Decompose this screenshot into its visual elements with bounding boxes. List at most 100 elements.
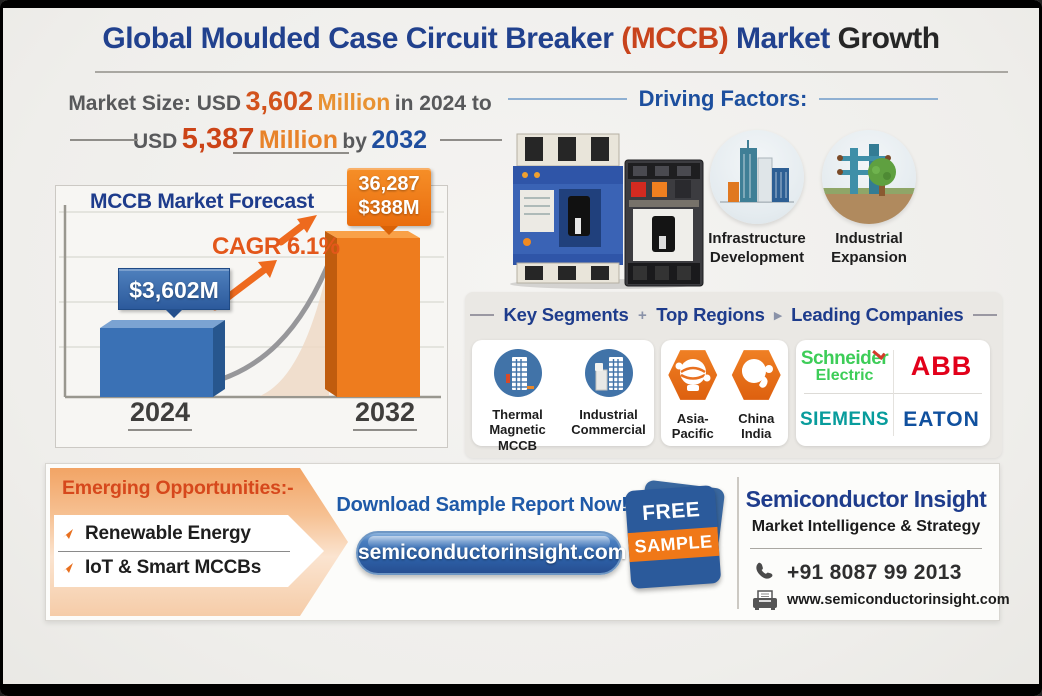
website-icon bbox=[753, 590, 777, 610]
arrow-bullet-icon bbox=[62, 563, 73, 573]
industrial-expansion-icon bbox=[822, 130, 916, 224]
decorative-line bbox=[819, 98, 939, 100]
x-label-2024: 2024 bbox=[129, 397, 191, 427]
segments-band-headers: Key Segments + Top Regions ▸ Leading Com… bbox=[470, 304, 997, 326]
market-size-unit-1: Million bbox=[317, 89, 391, 115]
region-china-india: China India bbox=[725, 348, 789, 442]
phone-icon bbox=[756, 562, 773, 579]
region-label: China India bbox=[738, 411, 775, 442]
title-growth: Growth bbox=[837, 22, 941, 55]
decorative-line bbox=[508, 98, 627, 100]
frame-border bbox=[0, 0, 3, 696]
chart-title: MCCB Market Forecast bbox=[90, 190, 314, 213]
decorative-dash bbox=[470, 314, 494, 316]
building-icon bbox=[493, 349, 542, 397]
infrastructure-label: Infrastructure Development bbox=[708, 230, 806, 266]
publisher-name: Semiconductor Insight bbox=[745, 486, 987, 512]
phone-row: +91 8087 99 2013 bbox=[752, 560, 962, 586]
frame-border bbox=[0, 684, 1042, 696]
title-market: Market bbox=[736, 22, 830, 55]
region-label: Asia- Pacific bbox=[671, 411, 714, 442]
globe-icon bbox=[731, 350, 781, 400]
region-asia-pacific: Asia- Pacific bbox=[661, 348, 725, 442]
logo-eaton: EATON bbox=[903, 407, 980, 431]
badge-sample-text: SAMPLE bbox=[627, 526, 720, 563]
callout-2032-line2: $388M bbox=[358, 196, 420, 219]
arrow-bullet-icon bbox=[62, 529, 73, 539]
driving-factors-title: Driving Factors: bbox=[638, 86, 808, 111]
logo-abb: ABB bbox=[910, 351, 973, 381]
callout-2024: $3,602M bbox=[118, 268, 230, 318]
market-size-2032-value: 5,387 bbox=[181, 122, 255, 155]
infrastructure-icon bbox=[710, 130, 804, 224]
header-top-regions: Top Regions bbox=[656, 304, 765, 325]
segment-label: Industrial Commercial bbox=[571, 407, 646, 438]
leading-companies-card: Schneider Electric ABB SIEMENS EATON bbox=[796, 340, 990, 446]
x-label-2032: 2032 bbox=[354, 397, 416, 427]
frame-border bbox=[0, 0, 1042, 8]
frame-border bbox=[1039, 0, 1042, 696]
market-size-usd-2: USD bbox=[132, 129, 178, 153]
opportunity-item-renewable: Renewable Energy bbox=[60, 518, 290, 550]
bar-2024 bbox=[100, 320, 225, 397]
decorative-dash bbox=[70, 139, 138, 141]
page-title: Global Moulded Case Circuit Breaker (MCC… bbox=[20, 22, 1022, 56]
plus-separator-icon: + bbox=[638, 306, 647, 324]
buildings-icon bbox=[584, 349, 633, 397]
callout-2032: 36,287 $388M bbox=[347, 168, 431, 235]
divider bbox=[737, 477, 739, 609]
market-size-statement: Market Size: USD 3,602 Million in 2024 t… bbox=[60, 84, 500, 158]
divider bbox=[893, 350, 894, 436]
decorative-dash bbox=[440, 139, 502, 141]
cagr-label: CAGR 6.1% bbox=[212, 233, 340, 260]
driving-factors-heading: Driving Factors: bbox=[508, 86, 939, 112]
title-main: Global Moulded Case Circuit Breaker bbox=[102, 22, 614, 55]
opportunities-heading: Emerging Opportunities:- bbox=[62, 477, 294, 499]
dark-breaker bbox=[624, 159, 704, 287]
x-label-underline bbox=[353, 429, 417, 431]
header-leading-companies: Leading Companies bbox=[791, 304, 964, 325]
publisher-tagline: Market Intelligence & Strategy bbox=[751, 518, 981, 535]
opportunity-item-iot: IoT & Smart MCCBs bbox=[60, 552, 290, 584]
callout-2032-line1: 36,287 bbox=[358, 173, 420, 195]
title-divider bbox=[95, 71, 1008, 73]
growth-arrowhead bbox=[258, 260, 277, 278]
market-size-2024-value: 3,602 bbox=[245, 86, 314, 116]
decorative-dash bbox=[972, 314, 997, 316]
logo-schneider-electric: Schneider Electric bbox=[800, 346, 889, 384]
key-segments-card: Thermal Magnetic MCCB bbox=[472, 340, 654, 453]
growth-arrowhead bbox=[297, 215, 317, 233]
divider bbox=[750, 548, 982, 549]
download-heading: Download Sample Report Now! bbox=[336, 494, 628, 516]
phone-number: +91 8087 99 2013 bbox=[787, 561, 962, 584]
bar-2032 bbox=[325, 231, 420, 397]
market-size-by: by bbox=[342, 129, 367, 153]
segment-thermal-magnetic: Thermal Magnetic MCCB bbox=[472, 348, 563, 453]
blue-breaker bbox=[513, 133, 623, 284]
sample-report-button[interactable]: semiconductorinsight.com bbox=[356, 531, 626, 575]
trend-area bbox=[260, 263, 329, 396]
market-size-mid: in 2024 to bbox=[394, 92, 492, 115]
website-link[interactable]: www.semiconductorinsight.com bbox=[787, 592, 1010, 608]
divider bbox=[58, 551, 290, 552]
globe-icon bbox=[668, 350, 718, 400]
market-size-unit-2: Million bbox=[258, 125, 338, 154]
header-key-segments: Key Segments bbox=[503, 304, 629, 325]
segment-label: Thermal Magnetic MCCB bbox=[489, 407, 546, 453]
x-label-underline bbox=[128, 429, 192, 431]
segment-industrial-commercial: Industrial Commercial bbox=[563, 348, 654, 438]
badge-front-card: FREE SAMPLE bbox=[624, 484, 722, 590]
industrial-expansion-label: Industrial Expansion bbox=[831, 230, 907, 266]
title-mccb: (MCCB) bbox=[621, 22, 729, 55]
market-size-prefix: Market Size: USD bbox=[68, 92, 242, 115]
badge-free-text: FREE bbox=[641, 498, 701, 526]
market-size-2032-year: 2032 bbox=[371, 125, 428, 154]
website-row: www.semiconductorinsight.com bbox=[752, 590, 1010, 610]
mccb-product-image bbox=[510, 133, 704, 289]
decorative-dash bbox=[233, 152, 349, 154]
top-regions-card: Asia- Pacific China India bbox=[661, 340, 788, 446]
free-sample-badge: FREE SAMPLE bbox=[624, 479, 726, 590]
arrow-separator-icon: ▸ bbox=[774, 307, 782, 324]
